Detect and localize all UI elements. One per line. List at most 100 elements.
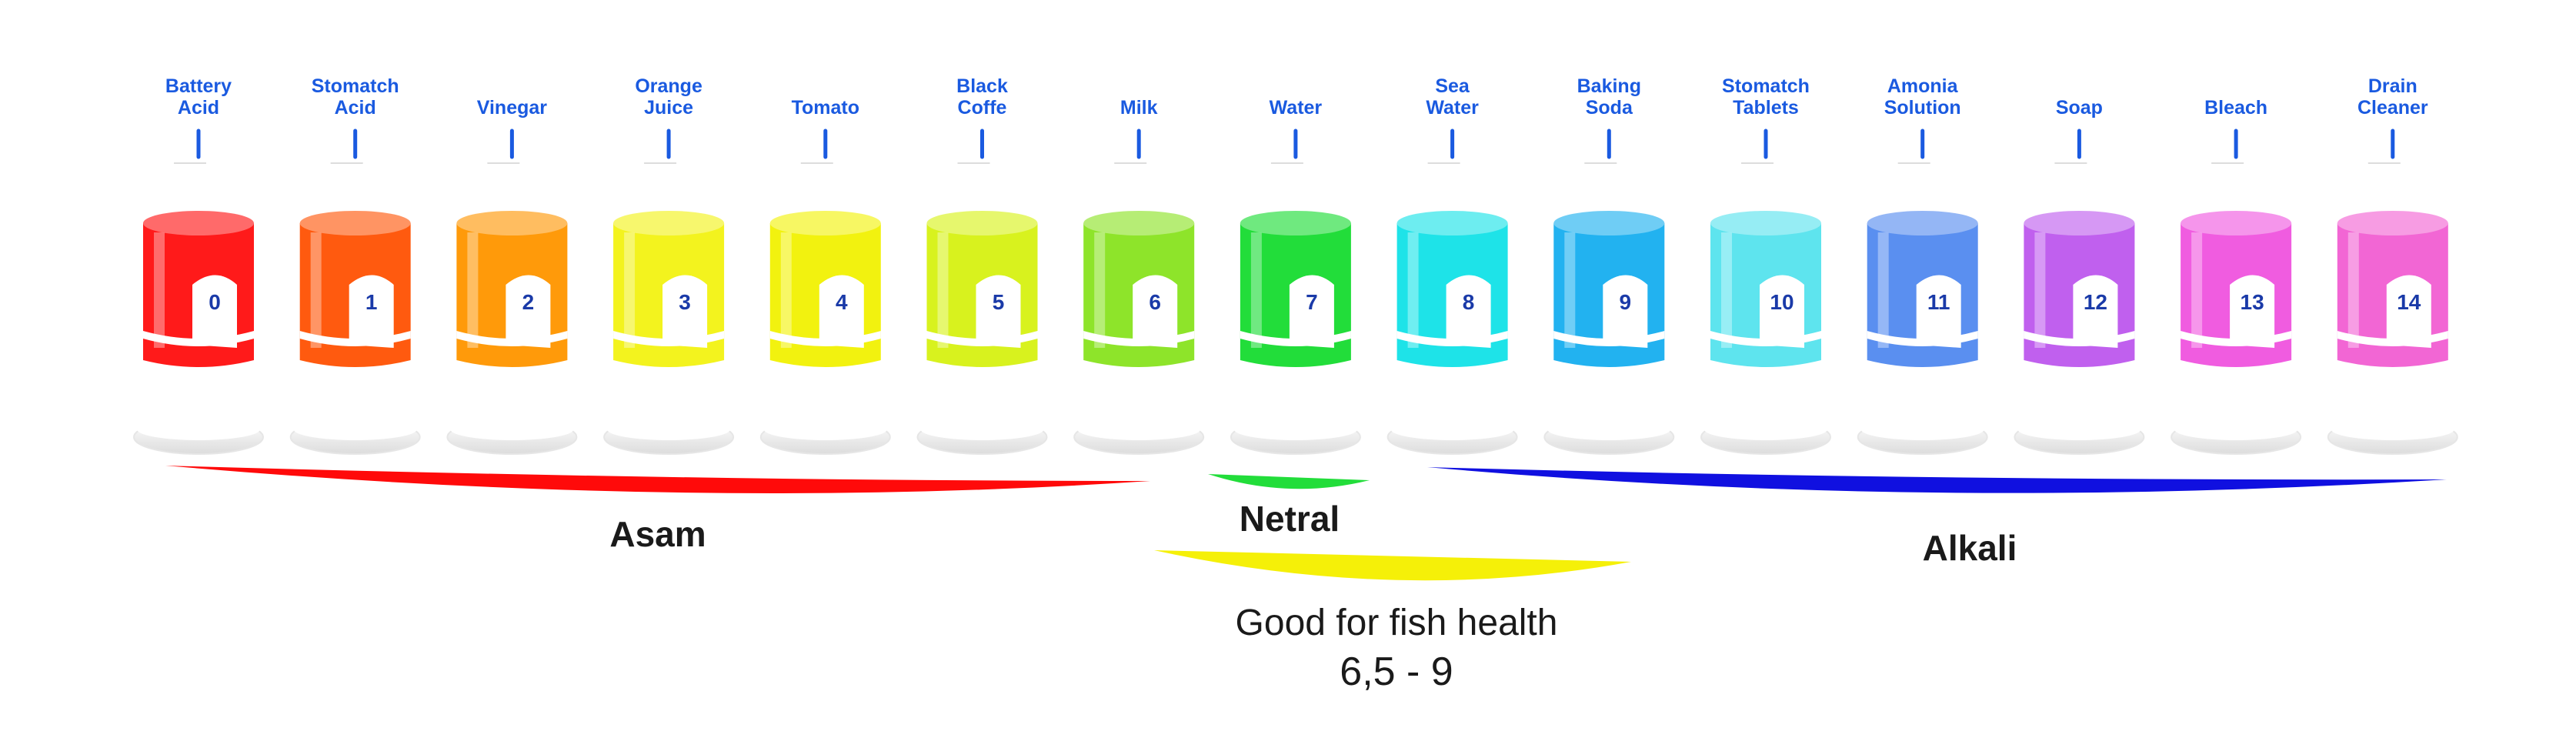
substance-name: Stomatch Tablets [1722, 75, 1810, 119]
beaker-highlight [2347, 232, 2359, 348]
ph-item-0: Battery Acid 0 [133, 75, 264, 455]
ph-number: 13 [2241, 290, 2264, 314]
ph-number: 3 [679, 290, 691, 314]
beaker-highlight [1721, 232, 1732, 348]
beaker-highlight [937, 232, 949, 348]
ph-number-tab [1603, 275, 1648, 348]
base-plate-top [1860, 419, 1984, 440]
base-plate-top [2174, 419, 2298, 440]
beaker-highlight [1877, 232, 1889, 348]
ph-item-9: Baking Soda 9 [1543, 75, 1675, 455]
base-plate-top [450, 419, 574, 440]
beaker-highlight [1250, 232, 1262, 348]
beaker-highlight [1094, 232, 1106, 348]
neutral-band [1208, 474, 1370, 489]
base-plate-top [1390, 419, 1514, 440]
ph-number: 2 [522, 290, 535, 314]
beaker-rim [769, 211, 881, 235]
ph-number: 12 [2084, 290, 2107, 314]
neutral-label: Netral [1240, 499, 1340, 539]
beaker-rim [143, 211, 254, 235]
beaker-highlight [467, 232, 479, 348]
ph-item-13: Bleach 13 [2171, 97, 2302, 455]
ph-item-12: Soap 12 [2014, 97, 2145, 455]
beaker-rim [2337, 211, 2448, 235]
substance-name: Amonia Solution [1884, 75, 1961, 119]
ph-item-2: Vinegar 2 [446, 97, 578, 455]
ph-number-tab [1289, 275, 1334, 348]
substance-name: Stomatch Acid [312, 75, 399, 119]
base-plate-top [920, 419, 1044, 440]
beaker-rim [2181, 211, 2292, 235]
ph-number: 14 [2397, 290, 2421, 314]
ph-item-8: Sea Water 8 [1386, 75, 1518, 455]
substance-name: Milk [1120, 97, 1158, 119]
alkali-band [1427, 467, 2447, 493]
ph-number-tab [976, 275, 1021, 348]
ph-item-11: Amonia Solution 11 [1857, 75, 1988, 455]
ph-number: 8 [1463, 290, 1475, 314]
base-plate-top [137, 419, 260, 440]
beaker-rim [1867, 211, 1978, 235]
base-plate-top [293, 419, 417, 440]
ph-number: 6 [1149, 290, 1161, 314]
ph-item-1: Stomatch Acid 1 [289, 75, 421, 455]
beaker-highlight [624, 232, 636, 348]
beaker-rim [1396, 211, 1508, 235]
beaker-rim [1553, 211, 1665, 235]
ph-number-tab [192, 275, 237, 348]
substance-name: Battery Acid [165, 75, 232, 119]
beaker-rim [1240, 211, 1351, 235]
substance-name: Vinegar [477, 97, 548, 119]
substance-name: Bleach [2204, 97, 2267, 119]
ph-number-tab [662, 275, 708, 348]
beaker-highlight [1407, 232, 1419, 348]
beaker-rim [926, 211, 1038, 235]
beaker-row: Battery Acid 0 Stomatch Acid 1 Vinegar 2 Orange J… [133, 75, 2458, 455]
ph-item-3: Orange Juice 3 [603, 75, 735, 455]
ph-number: 0 [209, 290, 221, 314]
ph-number: 4 [836, 290, 848, 314]
beaker-highlight [310, 232, 322, 348]
substance-name: Orange Juice [635, 75, 702, 119]
alkali-label: Alkali [1923, 528, 2017, 568]
ph-number: 1 [365, 290, 378, 314]
substance-name: Drain Cleaner [2357, 75, 2428, 119]
substance-name: Black Coffe [956, 75, 1008, 119]
beaker-highlight [1564, 232, 1576, 348]
substance-name: Soap [2056, 97, 2103, 119]
ph-item-7: Water 7 [1230, 97, 1361, 455]
ph-item-14: Drain Cleaner 14 [2327, 75, 2458, 455]
beaker-highlight [780, 232, 792, 348]
fish-range-band [1154, 550, 1631, 581]
substance-name: Water [1270, 97, 1323, 119]
ph-number-tab [349, 275, 394, 348]
substance-name: Baking Soda [1577, 75, 1641, 119]
beaker-highlight [2191, 232, 2203, 348]
base-plate-top [607, 419, 731, 440]
beaker-highlight [154, 232, 165, 348]
fish-health-range: 6,5 - 9 [1340, 649, 1453, 694]
ph-number: 9 [1620, 290, 1632, 314]
base-plate-top [1704, 419, 1827, 440]
beaker-rim [1083, 211, 1195, 235]
acid-band [165, 466, 1150, 493]
beaker-rim [2024, 211, 2135, 235]
ph-number-tab [2386, 275, 2431, 348]
beaker-rim [613, 211, 725, 235]
ph-number-tab [1916, 275, 1961, 348]
beaker-rim [299, 211, 411, 235]
ph-number-tab [1133, 275, 1178, 348]
ph-number-tab [819, 275, 864, 348]
beaker-rim [1710, 211, 1821, 235]
ph-number-tab [2230, 275, 2275, 348]
base-plate-top [2017, 419, 2141, 440]
ph-number-tab [1446, 275, 1491, 348]
ph-number: 10 [1770, 290, 1794, 314]
ph-number: 5 [993, 290, 1005, 314]
ph-number-tab [506, 275, 551, 348]
acid-label: Asam [609, 514, 706, 554]
ph-number-tab [2073, 275, 2118, 348]
base-plate-top [763, 419, 887, 440]
